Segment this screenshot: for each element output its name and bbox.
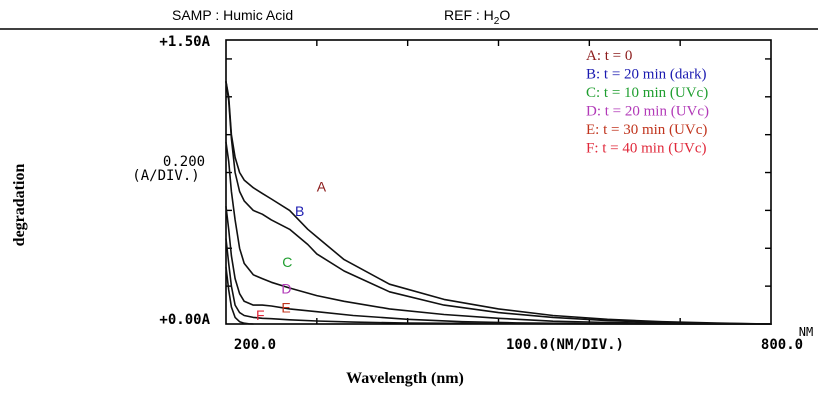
series-line-a — [225, 80, 772, 325]
x-tick-mid: 100.0(NM/DIV.) — [506, 337, 624, 353]
series-line-b — [225, 80, 772, 325]
curve-label-a: A — [317, 179, 327, 195]
legend-entry-c: C: t = 10 min (UVc) — [586, 85, 708, 101]
series-layer — [225, 80, 772, 325]
reference-subscript: 2 — [494, 16, 500, 27]
legend: A: t = 0 B: t = 20 min (dark) C: t = 10 mi… — [586, 48, 709, 157]
reference-label: REF : H2O — [444, 7, 510, 27]
reference-tail: O — [499, 7, 510, 23]
x-axis-title: Wavelength (nm) — [346, 370, 464, 387]
curve-label-b: B — [295, 203, 304, 219]
y-tick-top: +1.50A — [159, 34, 210, 50]
legend-entry-f: F: t = 40 min (UVc) — [586, 141, 707, 157]
legend-entry-b: B: t = 20 min (dark) — [586, 67, 707, 83]
curve-label-d: D — [281, 281, 291, 297]
series-line-e — [225, 238, 772, 325]
curve-label-e: E — [281, 300, 290, 316]
plot-frame — [225, 39, 772, 325]
chart-header: SAMP : Humic Acid REF : H2O — [0, 7, 818, 30]
x-tick-right: 800.0 — [761, 337, 803, 353]
y-tick-bottom: +0.00A — [159, 312, 210, 328]
sample-label: SAMP : Humic Acid — [172, 7, 293, 23]
series-line-d — [225, 205, 772, 325]
y-axis-title: degradation — [11, 164, 28, 247]
legend-entry-e: E: t = 30 min (UVc) — [586, 122, 707, 138]
curve-label-f: F — [256, 307, 265, 323]
x-tick-left: 200.0 — [234, 337, 276, 353]
series-line-f — [225, 266, 255, 325]
reference-label-text: REF : H — [444, 7, 494, 23]
curve-label-c: C — [282, 254, 292, 270]
x-axis-unit: NM — [799, 325, 813, 339]
legend-entry-a: A: t = 0 — [586, 48, 632, 64]
legend-entry-d: D: t = 20 min (UVc) — [586, 104, 709, 120]
y-scale-value: 0.200 — [163, 154, 205, 170]
axis-ticks — [226, 40, 771, 324]
series-line-c — [225, 141, 772, 325]
y-scale-unit: (A/DIV.) — [132, 168, 199, 184]
